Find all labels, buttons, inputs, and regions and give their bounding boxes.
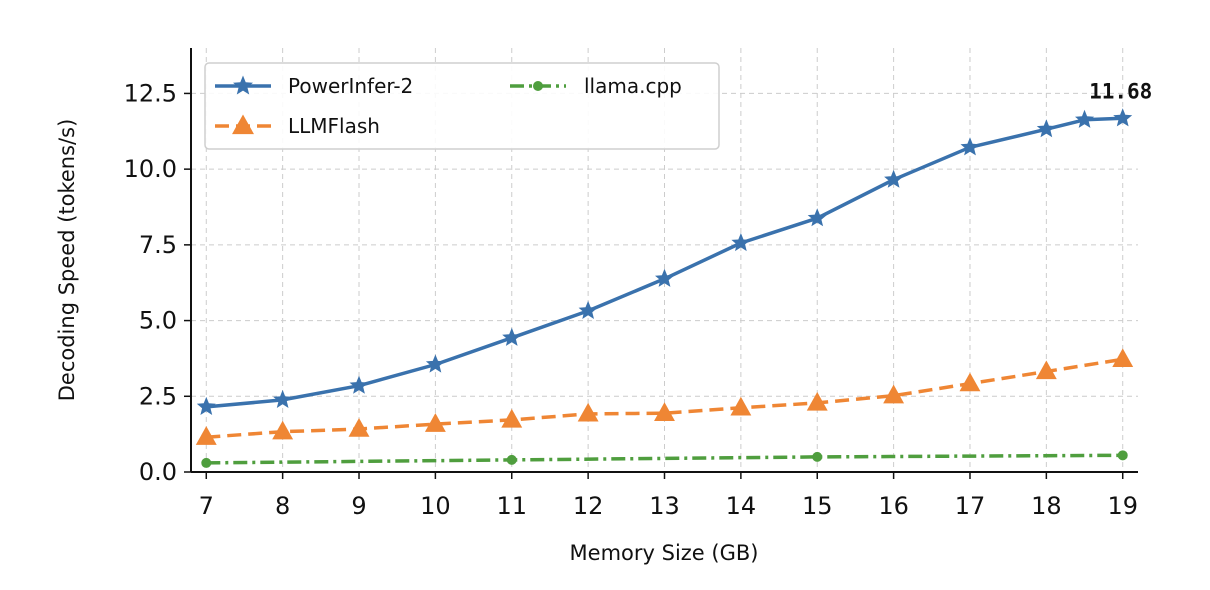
legend: PowerInfer-2 LLMFlash llama.cpp bbox=[204, 62, 720, 150]
y-tick-label: 12.5 bbox=[124, 79, 177, 107]
x-tick-label: 9 bbox=[351, 492, 366, 520]
legend-item: LLMFlash bbox=[215, 114, 380, 138]
data-point bbox=[731, 233, 751, 252]
data-point bbox=[884, 169, 904, 188]
data-point bbox=[348, 417, 370, 437]
data-point bbox=[506, 454, 517, 465]
data-point bbox=[1112, 348, 1134, 368]
data-point bbox=[578, 300, 598, 319]
series-llmflash bbox=[195, 348, 1134, 445]
data-point bbox=[502, 327, 522, 346]
series-powerinfer-2 bbox=[196, 108, 1133, 415]
data-point bbox=[1035, 360, 1057, 380]
data-point bbox=[501, 408, 523, 428]
y-tick-label: 5.0 bbox=[139, 307, 177, 335]
data-point bbox=[807, 208, 827, 227]
y-tick-label: 7.5 bbox=[139, 231, 177, 259]
x-tick-label: 19 bbox=[1107, 492, 1138, 520]
data-point bbox=[806, 391, 828, 411]
x-tick-label: 14 bbox=[726, 492, 757, 520]
series-line bbox=[206, 357, 1123, 439]
x-tick-label: 12 bbox=[573, 492, 604, 520]
series-line bbox=[206, 453, 1123, 465]
data-point bbox=[654, 402, 675, 421]
data-point bbox=[425, 354, 445, 373]
x-tick-label: 15 bbox=[802, 492, 833, 520]
legend-marker bbox=[533, 81, 543, 91]
data-point bbox=[272, 420, 294, 440]
y-tick-label: 0.0 bbox=[139, 458, 177, 486]
data-point bbox=[195, 426, 217, 445]
y-tick-label: 10.0 bbox=[124, 155, 177, 183]
data-point bbox=[959, 372, 981, 392]
data-point bbox=[960, 137, 980, 156]
annotation-layer: 11.68 bbox=[1089, 79, 1152, 103]
data-point bbox=[812, 451, 823, 462]
legend-box bbox=[204, 62, 720, 150]
data-point bbox=[655, 268, 674, 287]
data-point bbox=[1117, 450, 1128, 461]
data-point bbox=[196, 396, 216, 415]
legend-item: llama.cpp bbox=[510, 74, 682, 98]
series-line bbox=[206, 116, 1123, 409]
x-tick-label: 10 bbox=[420, 492, 451, 520]
data-point bbox=[1036, 119, 1056, 138]
data-point bbox=[201, 457, 212, 468]
x-tick-label: 11 bbox=[496, 492, 527, 520]
data-point bbox=[883, 384, 905, 404]
x-axis-label: Memory Size (GB) bbox=[570, 541, 759, 565]
x-tick-label: 13 bbox=[649, 492, 680, 520]
legend-item: PowerInfer-2 bbox=[215, 74, 413, 98]
value-annotation: 11.68 bbox=[1089, 79, 1152, 103]
legend-label: LLMFlash bbox=[288, 114, 380, 138]
data-point bbox=[577, 402, 599, 422]
data-point bbox=[424, 413, 446, 432]
x-tick-label: 17 bbox=[955, 492, 986, 520]
data-point bbox=[1075, 109, 1095, 128]
data-point bbox=[349, 375, 369, 394]
x-tick-label: 16 bbox=[878, 492, 909, 520]
y-tick-label: 2.5 bbox=[139, 382, 177, 410]
y-axis-label: Decoding Speed (tokens/s) bbox=[55, 119, 79, 402]
x-tick-label: 18 bbox=[1031, 492, 1062, 520]
x-tick-label: 7 bbox=[199, 492, 214, 520]
data-point bbox=[730, 396, 752, 416]
x-tick-label: 8 bbox=[275, 492, 290, 520]
data-point bbox=[273, 389, 293, 408]
legend-label: PowerInfer-2 bbox=[288, 74, 413, 98]
legend-label: llama.cpp bbox=[584, 74, 682, 98]
series-layer bbox=[195, 108, 1134, 468]
legend-marker bbox=[233, 75, 253, 95]
data-point bbox=[1113, 108, 1133, 127]
tick-layer: 7 8 9 10 11 12 13 14 15 16 17 18 19 0.0 2.5 5.0 7.5 10.0 1… bbox=[124, 79, 1138, 520]
series-llama-cpp bbox=[201, 450, 1128, 468]
legend-marker bbox=[232, 114, 254, 135]
